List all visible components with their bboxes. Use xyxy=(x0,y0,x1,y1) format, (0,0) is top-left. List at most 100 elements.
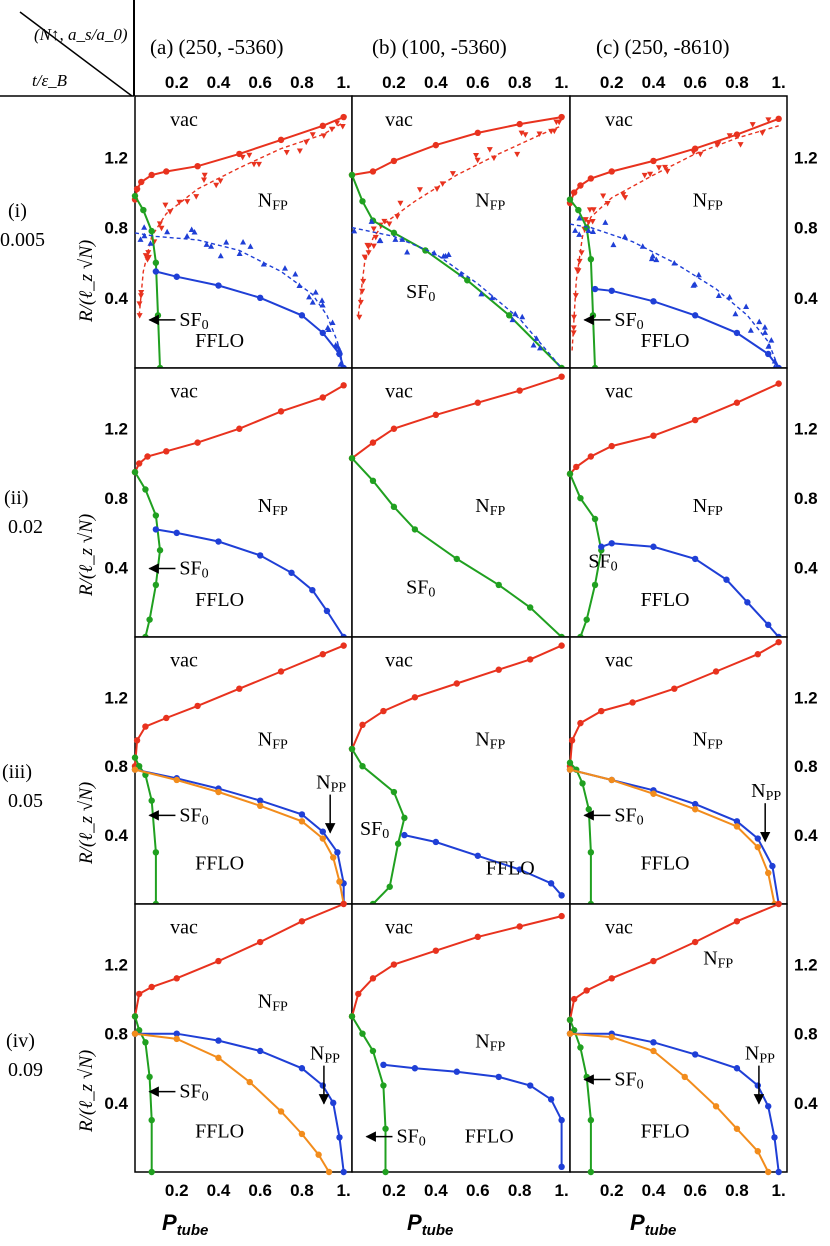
sf0-point xyxy=(589,312,597,319)
vac-dash-marker xyxy=(449,171,456,177)
ffpp-point xyxy=(336,350,343,358)
ffpp-dash-marker xyxy=(576,231,583,237)
phase-text-vac: vac xyxy=(605,109,633,131)
npp-point xyxy=(325,1168,333,1176)
panel-b-i: vac NFP SF0 xyxy=(348,95,571,372)
phase-text-fflo: FFLO xyxy=(641,330,690,352)
phase-label-sf: SF0 xyxy=(360,818,389,842)
sf0-point xyxy=(453,555,461,563)
npp-curve xyxy=(134,1032,330,1173)
ffpp-point xyxy=(608,540,615,547)
ffpp-dash-marker xyxy=(639,243,646,249)
phase-text-nfp: NFP xyxy=(258,190,288,214)
row-value-iv: 0.09 xyxy=(8,1059,43,1081)
panel-b-ii: vac NFP SF0 xyxy=(348,367,571,641)
ffpp-dash-marker xyxy=(765,343,772,349)
vac-point xyxy=(236,425,243,432)
vac-point xyxy=(432,411,440,419)
ffpp-dash-marker xyxy=(761,324,768,330)
x-tick-top: 0.8 xyxy=(290,73,314,92)
npp-point xyxy=(608,1033,615,1041)
vac-dash-marker xyxy=(620,192,627,198)
ffpp-point xyxy=(691,312,699,319)
vac-dash-marker xyxy=(474,157,481,164)
ffpp-dash-marker xyxy=(236,250,243,257)
vac-point xyxy=(138,178,145,186)
vac-dash-marker xyxy=(356,314,363,321)
npp-point xyxy=(765,869,772,877)
phase-label-vac: vac xyxy=(170,381,198,403)
ffpp-dash-marker xyxy=(457,271,464,277)
vac-point xyxy=(390,961,398,968)
npp-point xyxy=(765,1168,772,1176)
npp-curve xyxy=(569,768,776,905)
ffpp-point xyxy=(215,1037,222,1044)
vac-point xyxy=(173,975,180,982)
npp-point xyxy=(131,766,139,773)
ffpp-point xyxy=(526,1082,534,1089)
vac-point xyxy=(577,719,584,727)
x-tick-top: 0.4 xyxy=(207,73,231,92)
phase-text-nfp: NFP xyxy=(475,1031,505,1055)
vac-point xyxy=(526,656,534,663)
vac-point xyxy=(516,923,523,930)
x-tick-bottom: 0.2 xyxy=(165,1181,189,1200)
ffpp-point xyxy=(152,268,160,275)
ffpp-dash-marker xyxy=(509,316,516,323)
ffpp-dash-marker xyxy=(217,252,224,259)
vac-dash-marker xyxy=(142,253,149,259)
ffpp-dash-marker xyxy=(334,343,341,349)
sf0-curve xyxy=(351,174,563,369)
vac-point xyxy=(775,900,782,908)
row-label-ii: (ii) 0.02 xyxy=(4,487,43,538)
vac-dash-marker xyxy=(201,172,208,179)
vac-point xyxy=(380,707,387,715)
ffpp-point xyxy=(319,828,326,835)
sf0-point xyxy=(587,849,595,856)
vac-point xyxy=(215,957,222,965)
phase-text-vac: vac xyxy=(170,109,198,131)
x-tick-bottom: 0.8 xyxy=(725,1181,749,1200)
y-tick-left: 1.2 xyxy=(104,688,128,707)
sf0-point xyxy=(152,581,160,589)
vac-dash-marker xyxy=(138,290,145,296)
vac-dash-marker xyxy=(397,200,404,207)
y-tick-right: 1.2 xyxy=(794,148,818,167)
npp-curve xyxy=(569,1032,770,1173)
phase-label-vac: vac xyxy=(385,109,413,131)
ffpp-dash-marker xyxy=(648,255,655,262)
sf0-point xyxy=(382,1168,389,1176)
vac-point xyxy=(558,373,565,380)
ffpp-dash-marker xyxy=(537,344,544,351)
x-tick-bottom: 0.6 xyxy=(683,1181,707,1200)
sf0-point xyxy=(585,806,592,813)
sf0-point xyxy=(359,1030,366,1037)
ffpp-point xyxy=(411,1065,419,1072)
sf0-point xyxy=(348,171,356,179)
vac-point xyxy=(319,651,326,658)
vac-dash-marker xyxy=(490,155,497,162)
phase-text-vac: vac xyxy=(605,649,633,671)
phase-label-vac: vac xyxy=(170,109,198,131)
vac-dash-marker xyxy=(357,299,364,306)
ffpp-point xyxy=(298,811,306,818)
vac-point xyxy=(474,933,481,941)
vac-dash-marker xyxy=(536,131,543,137)
ffpp-point xyxy=(215,282,222,289)
vac-point xyxy=(608,168,615,175)
vac-dash-marker xyxy=(548,128,555,135)
ffpp-point xyxy=(319,1082,326,1089)
vac-dash-marker xyxy=(575,268,582,274)
panel-frame xyxy=(134,95,353,369)
phase-label-sf: SF0 xyxy=(583,804,644,828)
vac-dash-marker xyxy=(570,325,577,331)
x-tick-top: 1. xyxy=(337,73,351,92)
vac-point xyxy=(142,723,149,730)
vac-dash-marker xyxy=(144,257,151,263)
sf0-curve xyxy=(351,457,563,638)
sf0-point xyxy=(369,477,377,485)
sf0-point xyxy=(156,547,164,554)
sf0-point xyxy=(142,486,149,493)
phase-text-sf: SF0 xyxy=(396,1126,425,1150)
